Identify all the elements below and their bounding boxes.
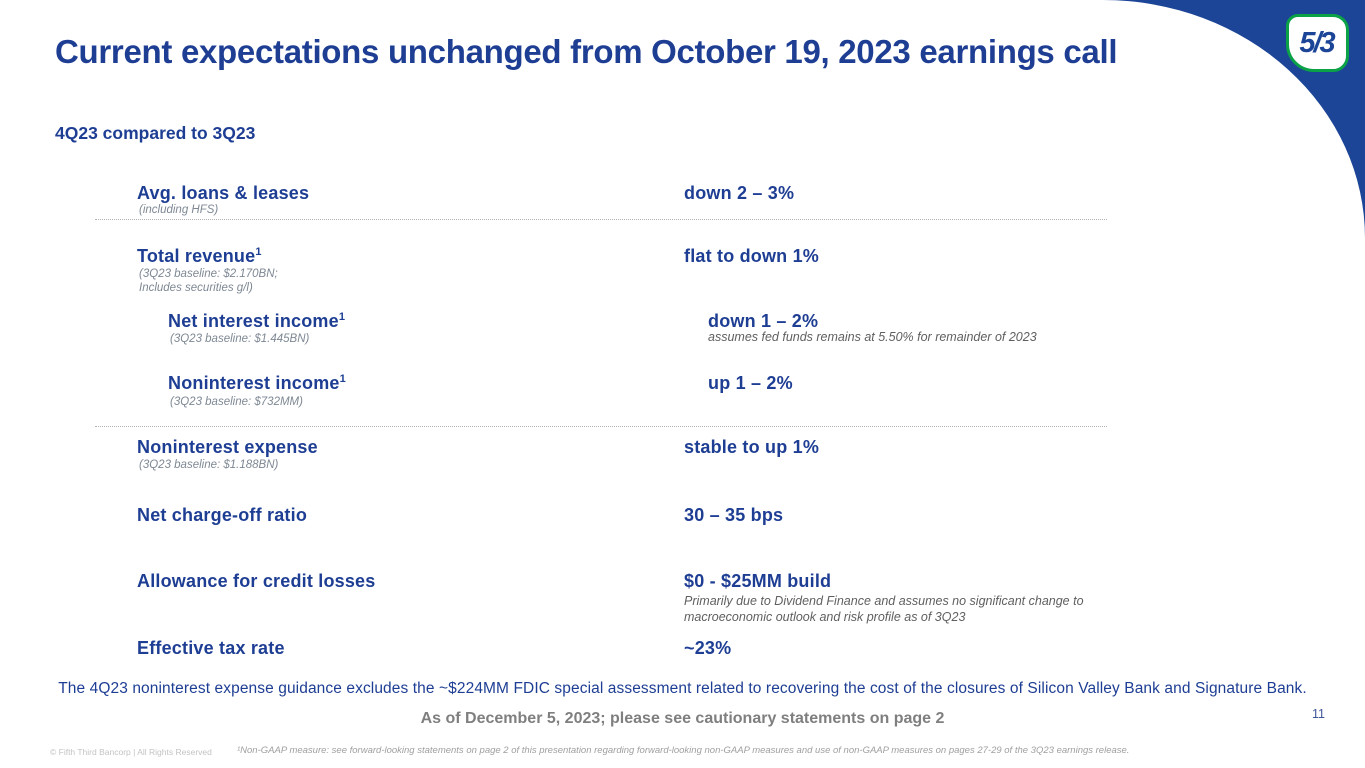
row-label: Allowance for credit losses [137,571,376,591]
row-label: Noninterest income1 [168,373,346,393]
row-value: up 1 – 2% [708,373,793,393]
page-number: 11 [1312,707,1325,721]
footnote: ¹Non-GAAP measure: see forward-looking s… [237,745,1130,756]
row-value: flat to down 1% [684,246,819,266]
separator [95,219,1107,220]
row-value: stable to up 1% [684,437,820,457]
footer-guidance: The 4Q23 noninterest expense guidance ex… [58,680,1307,697]
footnote-marker: 1 [255,246,262,258]
fifth-third-logo-icon: 5/3 [1299,26,1335,59]
row-label: Total revenue1 [137,246,262,266]
row-sublabel: (3Q23 baseline: $732MM) [170,396,303,408]
row-value: down 2 – 3% [684,183,795,203]
fifth-third-logo: 5/3 [1286,14,1349,72]
row-label: Net charge-off ratio [137,505,308,525]
row-sublabel: (3Q23 baseline: $2.170BN; Includes secur… [139,268,278,294]
separator [95,426,1107,427]
copyright: © Fifth Third Bancorp | All Rights Reser… [50,747,212,757]
row-value: $0 - $25MM build [684,571,832,591]
footer-asof: As of December 5, 2023; please see cauti… [420,710,945,727]
row-label: Net interest income1 [168,311,346,331]
page-title: Current expectations unchanged from Octo… [55,33,1118,70]
row-value-note: assumes fed funds remains at 5.50% for r… [708,330,1037,344]
row-value-note: Primarily due to Dividend Finance and as… [684,594,1084,624]
footnote-marker: 1 [338,311,346,323]
row-sublabel: (3Q23 baseline: $1.445BN) [170,333,310,345]
footnote-marker: 1 [339,373,346,385]
row-sublabel: (including HFS) [139,204,219,216]
row-label: Effective tax rate [137,638,285,658]
row-sublabel: (3Q23 baseline: $1.188BN) [139,459,279,471]
row-label: Avg. loans & leases [137,183,310,203]
row-value: 30 – 35 bps [684,505,784,525]
row-value: ~23% [684,638,732,658]
row-label: Noninterest expense [137,437,318,457]
row-value: down 1 – 2% [708,311,819,331]
slide-subtitle: 4Q23 compared to 3Q23 [55,123,256,143]
